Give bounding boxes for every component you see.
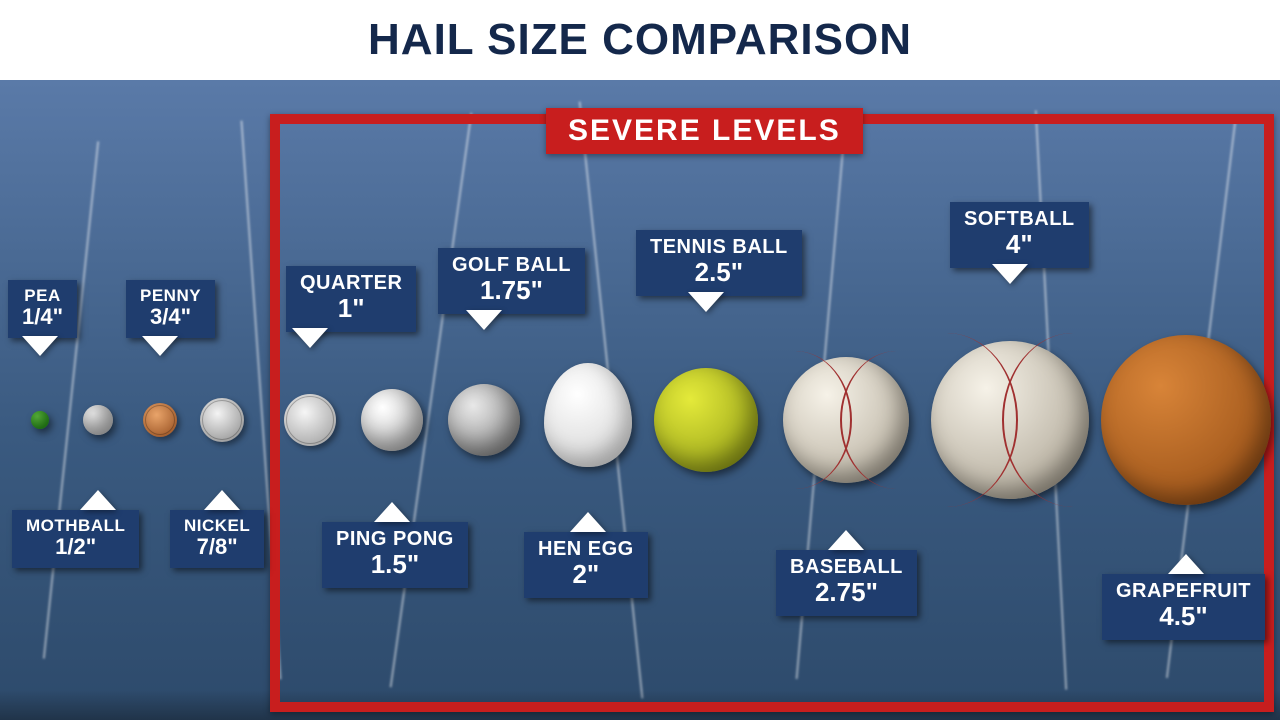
nickel-arrow-icon — [204, 490, 240, 510]
stitch-decoration — [876, 333, 1018, 507]
pea-size: 1/4" — [22, 304, 63, 330]
softball-name: SOFTBALL — [964, 208, 1075, 231]
pea-label: PEA1/4" — [8, 280, 77, 338]
softball-size: 4" — [964, 229, 1075, 260]
henegg-label: HEN EGG2" — [524, 532, 648, 598]
coin-ring — [202, 400, 242, 440]
penny-name: PENNY — [140, 286, 201, 306]
coin-ring — [145, 405, 175, 435]
tennis-size: 2.5" — [650, 257, 788, 288]
coin-ring — [286, 396, 334, 444]
golfball-arrow-icon — [466, 310, 502, 330]
softball-label: SOFTBALL4" — [950, 202, 1089, 268]
mothball-label: MOTHBALL1/2" — [12, 510, 139, 568]
tennis-name: TENNIS BALL — [650, 236, 788, 259]
severe-levels-label: SEVERE LEVELS — [546, 108, 863, 154]
baseball-name: BASEBALL — [790, 556, 903, 579]
golfball-size: 1.75" — [452, 275, 571, 306]
pea-object — [31, 411, 49, 429]
nickel-name: NICKEL — [184, 516, 250, 536]
softball-arrow-icon — [992, 264, 1028, 284]
grapefruit-arrow-icon — [1168, 554, 1204, 574]
grapefruit-size: 4.5" — [1116, 601, 1251, 632]
nickel-label: NICKEL7/8" — [170, 510, 264, 568]
mothball-arrow-icon — [80, 490, 116, 510]
pingpong-size: 1.5" — [336, 549, 454, 580]
chart-area: SEVERE LEVELS PEA1/4" MOTHBALL1/2" PENNY3/… — [0, 80, 1280, 720]
henegg-size: 2" — [538, 559, 634, 590]
pea-arrow-icon — [22, 336, 58, 356]
stitch-decoration — [739, 351, 852, 490]
pingpong-object — [361, 389, 423, 451]
mothball-name: MOTHBALL — [26, 516, 125, 536]
henegg-name: HEN EGG — [538, 538, 634, 561]
baseball-label: BASEBALL2.75" — [776, 550, 917, 616]
quarter-label: QUARTER1" — [286, 266, 416, 332]
mothball-size: 1/2" — [26, 534, 125, 560]
title-bar: HAIL SIZE COMPARISON — [0, 0, 1280, 80]
quarter-name: QUARTER — [300, 272, 402, 295]
pingpong-name: PING PONG — [336, 528, 454, 551]
pingpong-arrow-icon — [374, 502, 410, 522]
quarter-size: 1" — [300, 293, 402, 324]
page-title: HAIL SIZE COMPARISON — [368, 15, 912, 65]
pingpong-label: PING PONG1.5" — [322, 522, 468, 588]
nickel-size: 7/8" — [184, 534, 250, 560]
tennis-arrow-icon — [688, 292, 724, 312]
grapefruit-object — [1101, 335, 1271, 505]
penny-size: 3/4" — [140, 304, 201, 330]
henegg-arrow-icon — [570, 512, 606, 532]
tennis-label: TENNIS BALL2.5" — [636, 230, 802, 296]
golfball-object — [448, 384, 520, 456]
grapefruit-name: GRAPEFRUIT — [1116, 580, 1251, 603]
grapefruit-label: GRAPEFRUIT4.5" — [1102, 574, 1265, 640]
quarter-arrow-icon — [292, 328, 328, 348]
baseball-size: 2.75" — [790, 577, 903, 608]
mothball-object — [83, 405, 113, 435]
lightning-decoration — [43, 141, 99, 658]
penny-label: PENNY3/4" — [126, 280, 215, 338]
golfball-name: GOLF BALL — [452, 254, 571, 277]
penny-arrow-icon — [142, 336, 178, 356]
golfball-label: GOLF BALL1.75" — [438, 248, 585, 314]
baseball-arrow-icon — [828, 530, 864, 550]
pea-name: PEA — [22, 286, 63, 306]
